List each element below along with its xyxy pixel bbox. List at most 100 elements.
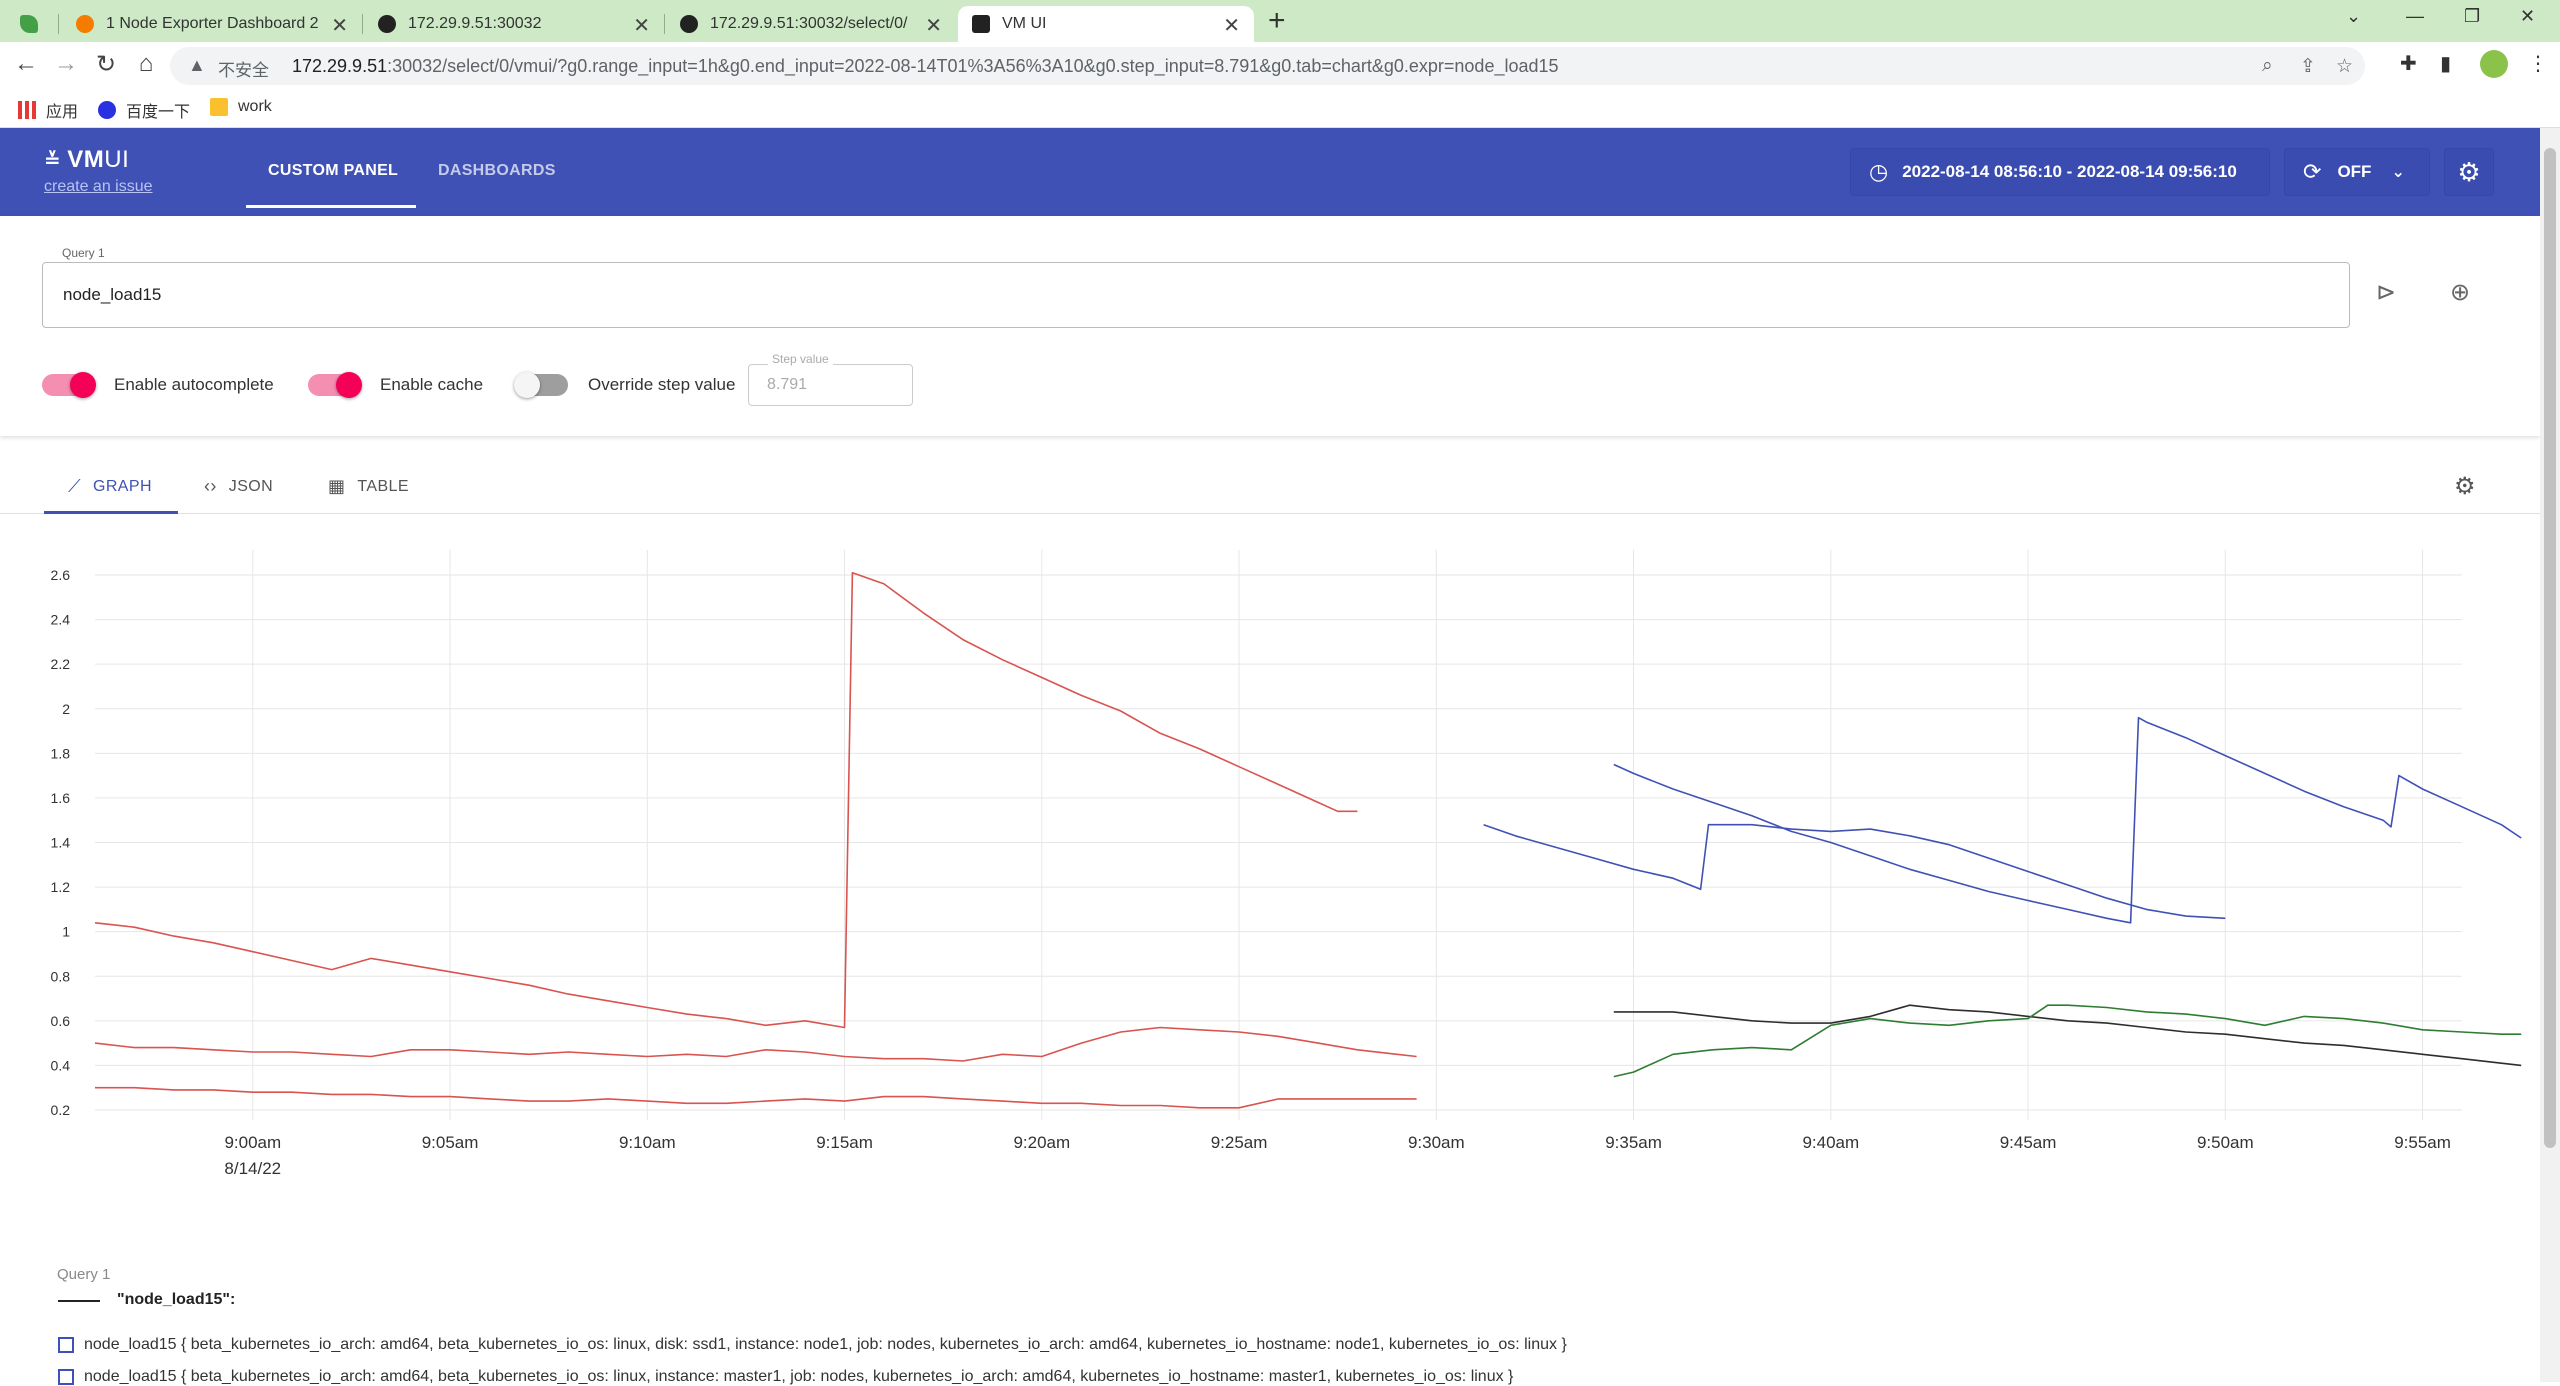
- execute-query-play-icon[interactable]: ⊳: [2376, 278, 2396, 307]
- series-line-5[interactable]: [1614, 718, 2521, 923]
- tab-custom-panel[interactable]: CUSTOM PANEL: [268, 162, 398, 180]
- legend-checkbox[interactable]: [58, 1337, 74, 1353]
- x-tick-label: 9:15am: [816, 1133, 873, 1152]
- forward-arrow-icon[interactable]: →: [50, 50, 82, 78]
- legend-checkbox[interactable]: [58, 1369, 74, 1385]
- x-tick-label: 9:10am: [619, 1133, 676, 1152]
- x-tick-label: 9:55am: [2394, 1133, 2451, 1152]
- page-scrollbar[interactable]: [2540, 128, 2560, 1382]
- side-panel-icon[interactable]: ▮: [2440, 51, 2451, 76]
- settings-gear-icon[interactable]: ⚙: [2444, 148, 2494, 196]
- x-tick-label: 9:20am: [1013, 1133, 1070, 1152]
- y-tick-label: 2.4: [51, 612, 71, 628]
- tab-table[interactable]: ▦ TABLE: [328, 476, 409, 497]
- x-date-label: 8/14/22: [224, 1159, 281, 1178]
- extensions-puzzle-icon[interactable]: ✚: [2400, 51, 2417, 76]
- toggle-cache[interactable]: Enable cache: [308, 374, 483, 396]
- tab-label: TABLE: [357, 478, 409, 496]
- home-icon[interactable]: ⌂: [130, 50, 162, 78]
- browser-tab-active[interactable]: VM UI ✕: [958, 6, 1254, 42]
- x-tick-label: 9:25am: [1211, 1133, 1268, 1152]
- x-tick-label: 9:50am: [2197, 1133, 2254, 1152]
- bookmark-work[interactable]: work: [210, 98, 272, 116]
- y-tick-label: 0.2: [51, 1102, 71, 1118]
- chevron-down-icon: ⌄: [2391, 162, 2404, 182]
- y-tick-label: 1: [62, 924, 70, 940]
- switch-on[interactable]: [42, 374, 94, 396]
- globe-icon: [378, 15, 396, 33]
- toggle-autocomplete[interactable]: Enable autocomplete: [42, 374, 274, 396]
- graph-settings-gear-icon[interactable]: ⚙: [2454, 472, 2476, 501]
- close-tab-icon[interactable]: ✕: [1223, 13, 1240, 38]
- tab-label: JSON: [229, 478, 273, 496]
- y-tick-label: 0.8: [51, 968, 71, 984]
- tab-title: 172.29.9.51:30032: [408, 15, 541, 33]
- bookmark-baidu[interactable]: 百度一下: [98, 98, 190, 122]
- step-value-label: Step value: [768, 352, 833, 366]
- browser-tab-3[interactable]: 172.29.9.51:30032/select/0/ ✕: [666, 6, 956, 42]
- toggle-override-step[interactable]: Override step value: [516, 374, 735, 396]
- browser-tab-2[interactable]: 172.29.9.51:30032 ✕: [364, 6, 664, 42]
- active-tab-indicator: [246, 205, 416, 208]
- close-tab-icon[interactable]: ✕: [633, 13, 650, 38]
- step-value-input[interactable]: 8.791: [748, 364, 913, 406]
- create-issue-link[interactable]: create an issue: [44, 178, 153, 196]
- bookmark-apps[interactable]: 应用: [18, 98, 78, 122]
- query-input[interactable]: node_load15: [42, 262, 2350, 328]
- time-range-button[interactable]: ◷ 2022-08-14 08:56:10 - 2022-08-14 09:56…: [1850, 148, 2270, 196]
- series-line-2[interactable]: [95, 1028, 1417, 1062]
- y-tick-label: 0.6: [51, 1013, 71, 1029]
- refresh-icon: ⟳: [2303, 159, 2321, 185]
- minimize-icon[interactable]: —: [2406, 6, 2424, 27]
- zoom-icon[interactable]: ⌕: [2262, 55, 2273, 77]
- series-line-4[interactable]: [1484, 825, 2226, 919]
- y-tick-label: 2.6: [51, 567, 71, 583]
- view-tabs: ⟋ GRAPH ‹› JSON ▦ TABLE ⚙: [0, 462, 2540, 514]
- series-line-1[interactable]: [95, 573, 1357, 1028]
- add-query-plus-icon[interactable]: ⊕: [2450, 278, 2470, 307]
- switch-on[interactable]: [308, 374, 360, 396]
- close-window-icon[interactable]: ✕: [2520, 6, 2535, 27]
- y-tick-label: 1.2: [51, 879, 71, 895]
- tab-title: 172.29.9.51:30032/select/0/: [710, 15, 908, 33]
- back-arrow-icon[interactable]: ←: [10, 50, 42, 78]
- switch-off[interactable]: [516, 374, 568, 396]
- close-tab-icon[interactable]: ✕: [925, 13, 942, 38]
- logo-chevron-icon: ≚: [44, 150, 61, 172]
- menu-kebab-icon[interactable]: ⋮: [2528, 51, 2548, 76]
- tab-json[interactable]: ‹› JSON: [204, 476, 273, 497]
- tab-dashboards[interactable]: DASHBOARDS: [438, 162, 556, 180]
- legend-series-label: node_load15 { beta_kubernetes_io_arch: a…: [84, 1336, 1567, 1354]
- url-text[interactable]: 172.29.9.51:30032/select/0/vmui/?g0.rang…: [292, 56, 1559, 77]
- address-bar[interactable]: ▲ 不安全 172.29.9.51:30032/select/0/vmui/?g…: [170, 47, 2365, 85]
- scrollbar-thumb[interactable]: [2544, 148, 2556, 1148]
- tab-graph[interactable]: ⟋ GRAPH: [68, 476, 152, 497]
- line-chart[interactable]: 2.6 2.4 2.2 2 1.8 1.6 1.4 1.2 1 0.8 0.6 0.4 0.2 9:00a…: [0, 540, 2540, 1230]
- share-icon[interactable]: ⇪: [2300, 55, 2316, 78]
- restore-icon[interactable]: ❐: [2464, 6, 2480, 27]
- reload-icon[interactable]: ↻: [90, 50, 122, 79]
- legend-row[interactable]: node_load15 { beta_kubernetes_io_arch: a…: [58, 1368, 1513, 1386]
- bookmark-star-icon[interactable]: ☆: [2336, 55, 2353, 78]
- x-tick-label: 9:35am: [1605, 1133, 1662, 1152]
- query-panel: node_load15 Query 1 ⊳ ⊕ Enable autocompl…: [0, 216, 2540, 436]
- app-header: ≚ VMUI create an issue CUSTOM PANEL DASHB…: [0, 128, 2540, 216]
- series-line-6[interactable]: [1614, 1005, 2521, 1065]
- pinned-tab[interactable]: [20, 6, 38, 42]
- close-tab-icon[interactable]: ✕: [331, 13, 348, 38]
- insecure-label[interactable]: 不安全: [218, 56, 269, 81]
- browser-tab-1[interactable]: 1 Node Exporter Dashboard 2 ✕: [62, 6, 362, 42]
- legend-row[interactable]: node_load15 { beta_kubernetes_io_arch: a…: [58, 1336, 1567, 1354]
- auto-refresh-button[interactable]: ⟳ OFF ⌄: [2284, 148, 2430, 196]
- profile-avatar[interactable]: [2480, 50, 2508, 78]
- legend-line-swatch: [58, 1300, 100, 1302]
- vmui-favicon-icon: [972, 15, 990, 33]
- legend-query-title: Query 1: [57, 1266, 110, 1283]
- bookmark-label: 应用: [46, 98, 78, 122]
- new-tab-plus-icon[interactable]: +: [1268, 4, 1286, 38]
- toggle-label: Enable autocomplete: [114, 375, 274, 395]
- series-line-3[interactable]: [95, 1088, 1417, 1108]
- warning-triangle-icon[interactable]: ▲: [188, 55, 206, 76]
- vmui-logo[interactable]: ≚ VMUI: [44, 146, 129, 174]
- tab-search-chevron-icon[interactable]: ⌄: [2346, 6, 2361, 27]
